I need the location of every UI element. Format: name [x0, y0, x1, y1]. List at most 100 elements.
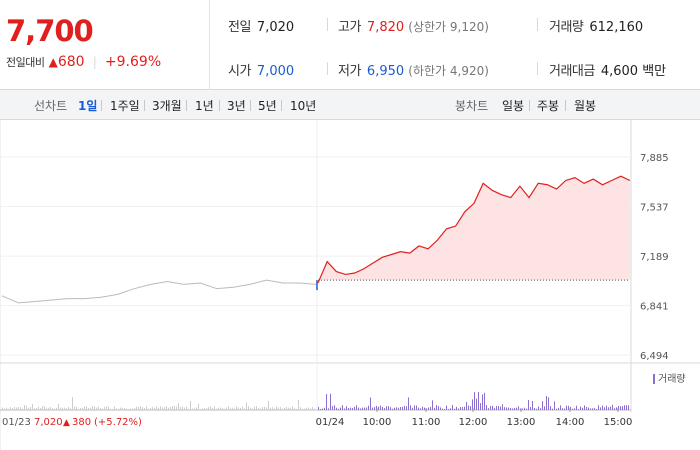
- volume-bar: [4, 408, 5, 410]
- volume-bar: [452, 405, 453, 410]
- volume-bar: [128, 408, 129, 410]
- volume-bar: [174, 406, 175, 410]
- volume-bar: [464, 406, 465, 410]
- volume-bar: [84, 406, 85, 410]
- volume-bar: [390, 407, 391, 410]
- volume-bar: [186, 406, 187, 410]
- volume-bar: [6, 407, 7, 410]
- volume-bar: [278, 407, 279, 410]
- x-tick-label: 14:00: [556, 417, 585, 428]
- stat-value: 7,820: [366, 20, 405, 35]
- volume-bar: [176, 406, 177, 410]
- volume-bar: [130, 408, 131, 410]
- volume-bar: [446, 405, 447, 410]
- volume-bar: [510, 408, 511, 410]
- stat-label: 저가: [338, 64, 361, 79]
- volume-bar: [550, 406, 551, 410]
- volume-bar: [26, 405, 27, 410]
- volume-bar: [140, 406, 141, 410]
- volume-bar: [516, 407, 517, 410]
- stat-label: 거래량: [549, 20, 584, 35]
- volume-bar: [18, 406, 19, 410]
- volume-bar: [244, 408, 245, 410]
- period-10y[interactable]: 10년: [290, 99, 317, 113]
- divider: |: [92, 55, 97, 69]
- volume-bar: [88, 407, 89, 410]
- volume-bar: [320, 408, 321, 410]
- period-1w[interactable]: 1주일: [110, 99, 140, 113]
- volume-bar: [254, 406, 255, 410]
- stat-prev-close: 전일 7,020: [228, 16, 294, 35]
- volume-bar: [70, 408, 71, 410]
- volume-bar: [120, 407, 121, 410]
- candle-weekly[interactable]: 주봉: [537, 99, 560, 113]
- stat-label: 거래대금: [549, 64, 595, 79]
- volume-bar: [306, 408, 307, 410]
- price-chart: 7,885 7,537 7,189 6,841 6,494 01/24 10:00 11:0…: [0, 120, 700, 450]
- volume-bar: [540, 408, 541, 410]
- volume-bar: [190, 401, 191, 410]
- today-area: [318, 176, 630, 283]
- volume-bar: [568, 405, 569, 410]
- volume-bar: [52, 408, 53, 410]
- divider: [327, 62, 328, 75]
- volume-bar: [370, 397, 371, 410]
- volume-bar: [380, 405, 381, 410]
- volume-bar: [296, 408, 297, 410]
- volume-bar: [220, 407, 221, 410]
- volume-bar: [308, 407, 309, 410]
- upper-limit: (상한가 9,120): [408, 20, 489, 34]
- candle-daily[interactable]: 일봉: [502, 99, 525, 113]
- volume-bar: [166, 406, 167, 410]
- prev-day-close: 7,020: [34, 417, 63, 428]
- quote-header: 7,700 전일대비 ▲680 | +9.69% 전일 7,020 고가 7,820…: [0, 0, 700, 90]
- period-5y[interactable]: 5년: [258, 99, 277, 113]
- volume-bar: [396, 407, 397, 410]
- volume-bar: [42, 406, 43, 410]
- period-3m[interactable]: 3개월: [152, 99, 182, 113]
- volume-bar: [422, 406, 423, 410]
- volume-bar: [298, 399, 299, 410]
- volume-bar: [154, 407, 155, 410]
- volume-bar: [200, 408, 201, 410]
- volume-bar: [606, 405, 607, 410]
- volume-bar: [616, 407, 617, 410]
- volume-bar: [78, 408, 79, 410]
- volume-bar: [542, 401, 543, 410]
- candle-monthly[interactable]: 월봉: [574, 99, 597, 113]
- volume-bar: [314, 408, 315, 410]
- volume-bar: [586, 406, 587, 410]
- volume-bar: [256, 406, 257, 410]
- volume-bar: [108, 406, 109, 410]
- volume-bar: [340, 407, 341, 410]
- volume-bar: [270, 407, 271, 410]
- volume-bar: [260, 408, 261, 410]
- today-line: [317, 175, 631, 284]
- volume-bar: [392, 408, 393, 410]
- volume-bar: [480, 403, 481, 410]
- volume-bar: [532, 400, 533, 410]
- volume-bar: [384, 408, 385, 410]
- period-1d[interactable]: 1일: [78, 99, 98, 113]
- x-tick-label: 11:00: [412, 417, 441, 428]
- divider: [529, 100, 530, 111]
- volume-bar: [442, 408, 443, 410]
- volume-bar: [228, 406, 229, 410]
- volume-bar: [458, 408, 459, 410]
- volume-bar: [526, 408, 527, 410]
- volume-bar: [372, 407, 373, 410]
- stat-trade-value: 거래대금 4,600 백만: [549, 60, 666, 79]
- volume-bar: [248, 406, 249, 410]
- period-1y[interactable]: 1년: [195, 99, 214, 113]
- volume-bar: [358, 407, 359, 410]
- volume-bar: [502, 404, 503, 410]
- volume-bar: [294, 408, 295, 410]
- volume-bar: [164, 406, 165, 410]
- stat-value: 4,600 백만: [600, 64, 667, 79]
- volume-bar: [596, 408, 597, 410]
- volume-bar: [428, 407, 429, 410]
- volume-bar: [432, 400, 433, 410]
- period-3y[interactable]: 3년: [227, 99, 246, 113]
- volume-bar: [506, 407, 507, 410]
- volume-legend-swatch: [653, 374, 655, 384]
